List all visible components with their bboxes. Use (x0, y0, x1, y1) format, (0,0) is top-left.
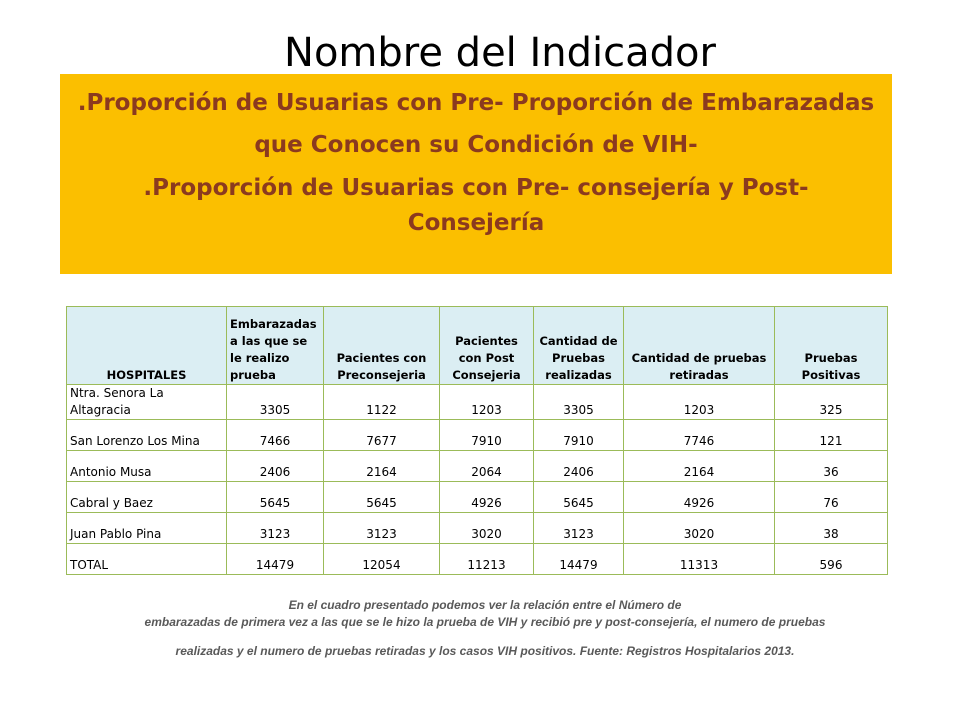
table-cell: 596 (774, 543, 888, 575)
table-cell: 3020 (623, 512, 775, 544)
column-header-hospitales: HOSPITALES (66, 306, 227, 385)
hospital-cell: San Lorenzo Los Mina (66, 419, 227, 451)
table-cell: 3020 (439, 512, 534, 544)
table-cell: 3305 (533, 384, 624, 420)
table-row: Juan Pablo Pina 3123 3123 3020 3123 3020… (66, 512, 888, 544)
table-cell: 7746 (623, 419, 775, 451)
note-line: En el cuadro presentado podemos ver la r… (288, 598, 682, 612)
table-cell: 76 (774, 481, 888, 513)
hospital-cell: Ntra. Senora La Altagracia (66, 384, 227, 420)
table-row: Antonio Musa 2406 2164 2064 2406 2164 36 (66, 450, 888, 482)
table-row: San Lorenzo Los Mina 7466 7677 7910 7910… (66, 419, 888, 451)
table-cell: 2406 (226, 450, 324, 482)
table-cell: 11213 (439, 543, 534, 575)
indicator-banner: .Proporción de Usuarias con Pre- Proporc… (60, 74, 892, 274)
table-cell: 2164 (323, 450, 440, 482)
banner-line: que Conocen su Condición de VIH- (254, 132, 698, 158)
table-cell: 2164 (623, 450, 775, 482)
table-header-row: HOSPITALES Embarazadas a las que se le r… (66, 306, 888, 385)
table-cell: 7466 (226, 419, 324, 451)
table-row: Cabral y Baez 5645 5645 4926 5645 4926 7… (66, 481, 888, 513)
table-cell: 12054 (323, 543, 440, 575)
table-cell: 11313 (623, 543, 775, 575)
table-cell: 7910 (533, 419, 624, 451)
table-cell: 1203 (439, 384, 534, 420)
table-cell: 14479 (533, 543, 624, 575)
table-cell: 1122 (323, 384, 440, 420)
table-cell: 5645 (323, 481, 440, 513)
table-cell: 5645 (533, 481, 624, 513)
table-cell: 3305 (226, 384, 324, 420)
table-cell: 3123 (533, 512, 624, 544)
table-cell: 4926 (439, 481, 534, 513)
column-header-post-consejeria: Pacientes con Post Consejeria (439, 306, 534, 385)
table-cell: 1203 (623, 384, 775, 420)
table-cell: 325 (774, 384, 888, 420)
table-cell: 7910 (439, 419, 534, 451)
table-cell: 121 (774, 419, 888, 451)
column-header-embarazadas: Embarazadas a las que se le realizo prue… (226, 306, 324, 385)
hospital-cell: Cabral y Baez (66, 481, 227, 513)
table-cell: 4926 (623, 481, 775, 513)
banner-line: Consejería (407, 210, 545, 236)
hospital-cell: Juan Pablo Pina (66, 512, 227, 544)
table-cell: 3123 (226, 512, 324, 544)
table-cell: 3123 (323, 512, 440, 544)
table-cell: 36 (774, 450, 888, 482)
hospital-cell: Antonio Musa (66, 450, 227, 482)
table-row: Ntra. Senora La Altagracia 3305 1122 120… (66, 384, 888, 420)
note-line: realizadas y el numero de pruebas retira… (175, 644, 795, 658)
table-cell: 2064 (439, 450, 534, 482)
note-line: embarazadas de primera vez a las que se … (144, 615, 826, 629)
column-header-pruebas-realizadas: Cantidad de Pruebas realizadas (533, 306, 624, 385)
table-cell: 2406 (533, 450, 624, 482)
table-cell: 7677 (323, 419, 440, 451)
table-cell: 5645 (226, 481, 324, 513)
hospital-data-table: HOSPITALES Embarazadas a las que se le r… (66, 306, 888, 575)
page-title: Nombre del Indicador (284, 30, 716, 76)
table-cell: 38 (774, 512, 888, 544)
banner-line: .Proporción de Usuarias con Pre- conseje… (143, 175, 809, 201)
hospital-cell: TOTAL (66, 543, 227, 575)
table-cell: 14479 (226, 543, 324, 575)
column-header-pruebas-retiradas: Cantidad de pruebas retiradas (623, 306, 775, 385)
column-header-pruebas-positivas: Pruebas Positivas (774, 306, 888, 385)
table-total-row: TOTAL 14479 12054 11213 14479 11313 596 (66, 543, 888, 575)
banner-line: .Proporción de Usuarias con Pre- Proporc… (77, 90, 875, 116)
column-header-preconsejeria: Pacientes con Preconsejeria (323, 306, 440, 385)
